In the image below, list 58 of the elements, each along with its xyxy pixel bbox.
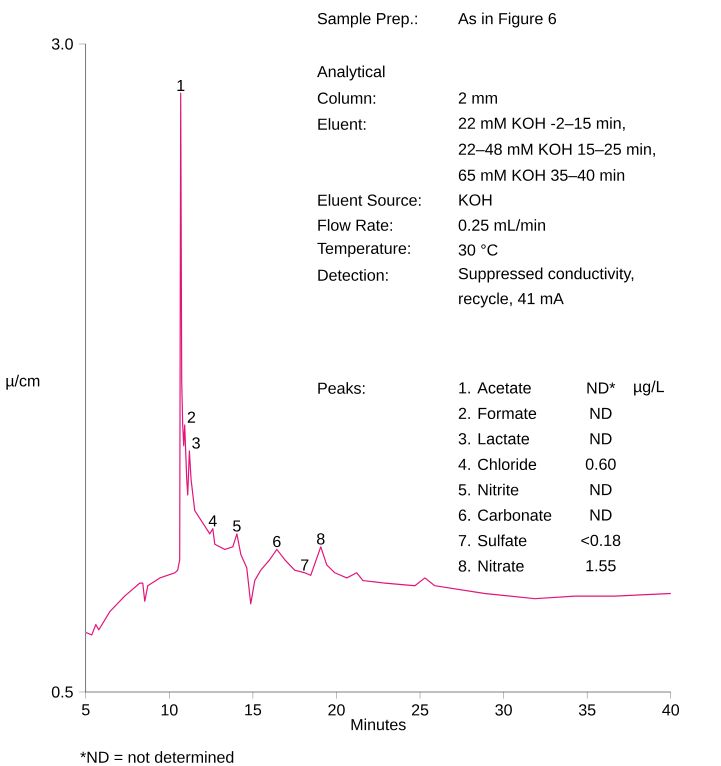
annotation: 0.60: [586, 458, 616, 470]
annotation: 1.55: [586, 560, 616, 572]
x-tick-label: 35: [579, 704, 596, 716]
x-axis-title: Minutes: [352, 718, 406, 730]
annotation: 2 mm: [458, 92, 498, 104]
annotation: 22 mM KOH -2–15 min,: [458, 117, 625, 131]
x-tick-label: 5: [82, 704, 90, 716]
annotation: 3. Lactate: [458, 433, 530, 444]
x-tick-label: 40: [662, 704, 680, 716]
annotation: 4: [208, 515, 217, 526]
annotation: 3: [192, 437, 200, 449]
annotation: 0.25 mL/min: [458, 219, 546, 231]
annotation: 7: [301, 559, 308, 570]
annotation: 5. Nitrite: [458, 484, 518, 496]
annotation: ND*: [588, 382, 616, 394]
annotation: Analytical: [317, 66, 385, 80]
y-tick-label: 0.5: [52, 686, 73, 698]
x-tick-label: 10: [162, 704, 178, 716]
x-tick-label: 20: [328, 704, 345, 716]
x-tick-label: 25: [412, 704, 428, 716]
annotation: ND: [590, 408, 612, 419]
annotation: Flow Rate:: [318, 219, 392, 231]
annotation: 22–48 mM KOH 15–25 min,: [458, 143, 656, 157]
text: Sample Prep.:: [318, 12, 418, 28]
y-axis-title: µ/cm: [6, 374, 40, 390]
text: As in Figure 6: [458, 12, 556, 28]
annotation: Eluent:: [318, 118, 366, 130]
annotation: KOH: [459, 194, 492, 206]
annotation: 65 mM KOH 35–40 min: [458, 169, 624, 181]
x-tick-label: 30: [495, 704, 512, 716]
annotation: ND: [590, 433, 612, 444]
annotation: 30 °C: [458, 244, 498, 256]
annotation: Column:: [318, 92, 376, 104]
annotation: 8. Nitrate: [458, 560, 524, 572]
line-series: [85, 92, 672, 636]
annotation: 4. Chloride: [458, 458, 536, 470]
x-tick-label: 15: [245, 704, 262, 716]
annotation: <0.18: [581, 534, 620, 546]
annotation: ND: [590, 509, 612, 520]
annotation: Temperature:: [318, 242, 410, 258]
annotation: Eluent Source:: [318, 194, 421, 206]
annotation: 1: [178, 80, 184, 91]
annotation: 5: [233, 520, 241, 532]
y-tick-label: 3.0: [52, 38, 74, 50]
annotation: 2. Formate: [458, 408, 536, 420]
annotation: Detection:: [318, 269, 388, 281]
annotation: 2: [188, 412, 196, 423]
annotation: 7. Sulfate: [458, 534, 527, 546]
annotation: 8: [317, 533, 325, 545]
annotation: 1. Acetate: [459, 382, 531, 394]
text: *ND = not determined: [80, 751, 234, 763]
annotation: Suppressed conductivity,: [458, 268, 634, 282]
annotation: 6: [273, 536, 281, 548]
annotation: 6. Carbonate: [458, 509, 552, 521]
annotation: ND: [590, 484, 612, 496]
annotation: µg/L: [634, 380, 664, 396]
annotation: recycle, 41 mA: [459, 292, 564, 308]
annotation: Peaks:: [318, 382, 365, 394]
